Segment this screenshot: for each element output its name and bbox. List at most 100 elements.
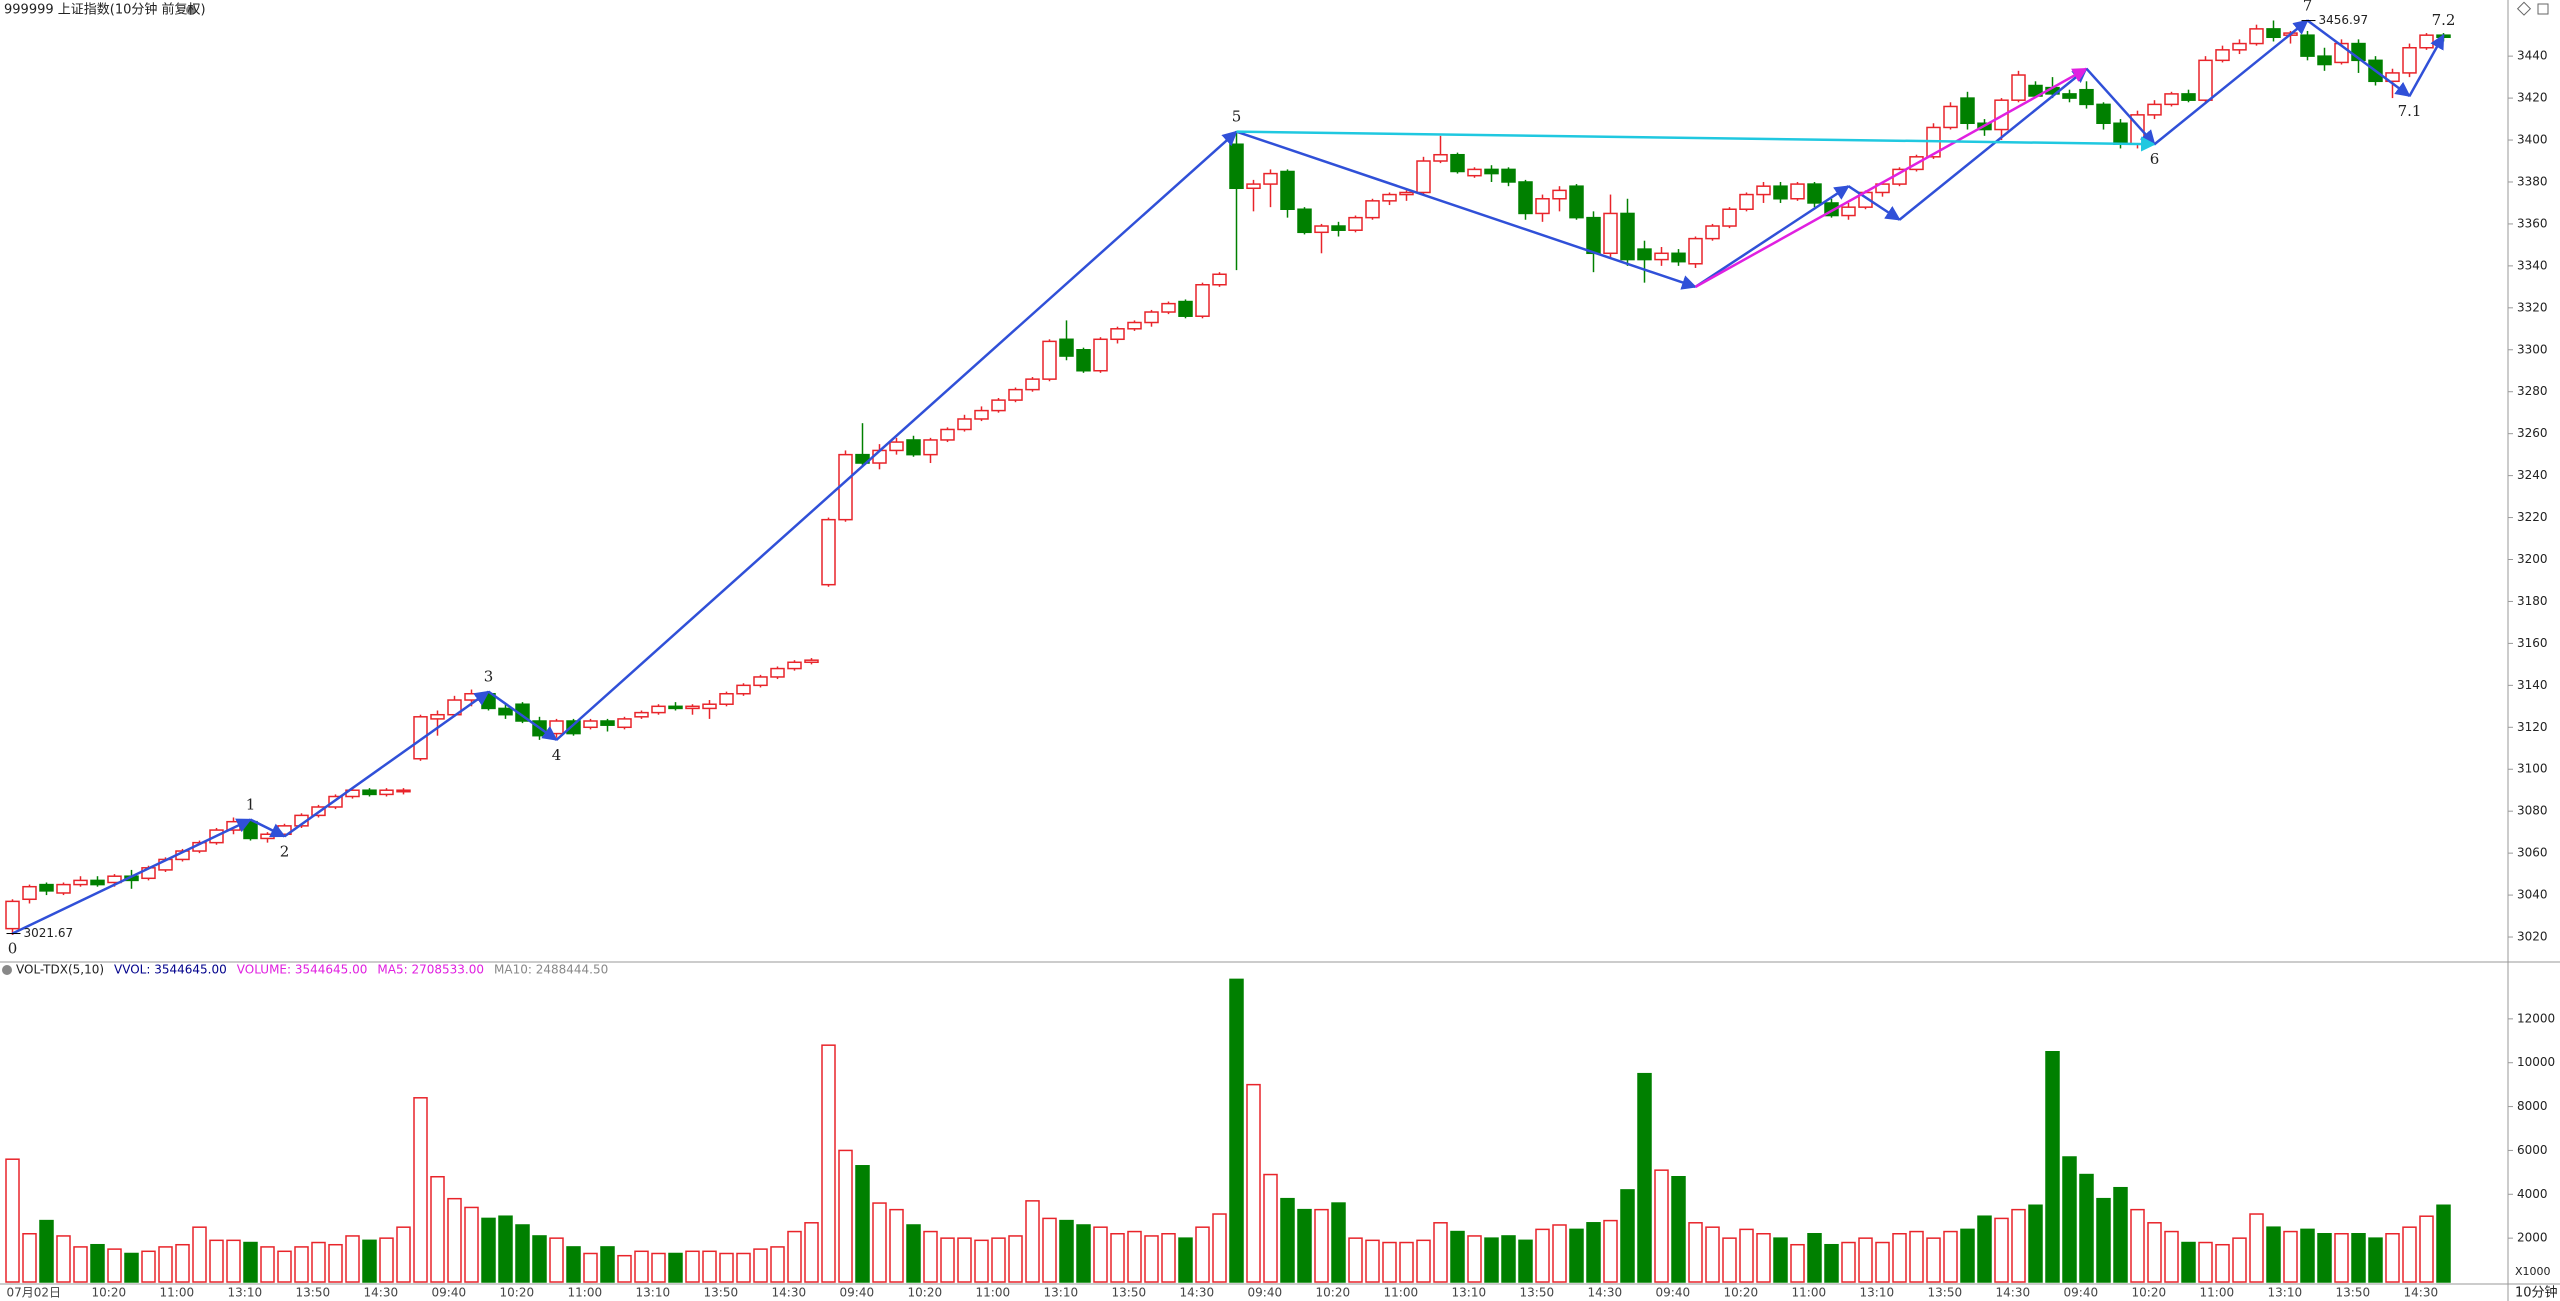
y-tick-label: 3320 (2517, 300, 2548, 314)
candle-body (957, 418, 972, 431)
y-tick-label: 3220 (2517, 510, 2548, 524)
volume-bar (1671, 1175, 1686, 1283)
y-tick-label: 3280 (2517, 384, 2548, 398)
candle-body (940, 428, 955, 441)
trend-arrow (249, 818, 286, 838)
y-tick-label: 3380 (2517, 174, 2548, 188)
volume-bar (2419, 1215, 2434, 1283)
volume-bar (1722, 1237, 1737, 1283)
trend-arrow (1694, 67, 2088, 288)
candle-body (1365, 200, 1380, 219)
volume-bar (1331, 1202, 1346, 1283)
volume-bar (651, 1252, 666, 1283)
volume-bar (1977, 1215, 1992, 1283)
volume-bar (260, 1246, 275, 1283)
candle-body (2096, 103, 2111, 125)
volume-bar (1025, 1200, 1040, 1283)
volume-bar (1467, 1235, 1482, 1283)
x-tick-label: 11:00 (1792, 1286, 1827, 1300)
volume-bar (923, 1230, 938, 1283)
candle-body (549, 720, 564, 735)
x-tick-label: 10:20 (500, 1286, 535, 1300)
volume-bar (787, 1230, 802, 1283)
candle-body (1671, 252, 1686, 263)
volume-bar (668, 1252, 683, 1283)
volume-bar (753, 1248, 768, 1283)
y-tick-label: 4000 (2517, 1187, 2548, 1201)
trend-arrow (2085, 67, 2156, 146)
candle-body (1943, 105, 1958, 129)
corner-icon[interactable] (2516, 1, 2532, 16)
volume-bar (1892, 1233, 1907, 1283)
volume-bar (1110, 1233, 1125, 1283)
volume-bar (719, 1252, 734, 1283)
trend-arrow (1236, 130, 1697, 290)
x-tick-label: 13:50 (296, 1286, 331, 1300)
volume-bar (1569, 1228, 1584, 1283)
candle-body (1569, 185, 1584, 219)
candle-body (923, 439, 938, 456)
volume-bar (1909, 1230, 1924, 1283)
candle-body (2079, 88, 2094, 106)
candle-body (1110, 328, 1125, 341)
trend-arrow (1847, 185, 1901, 221)
candle-body (260, 833, 275, 840)
indicator-icon[interactable] (2, 965, 12, 975)
unit-label: X1000 (2515, 1265, 2551, 1278)
x-tick-label: 11:00 (1384, 1286, 1419, 1300)
volume-bar (2079, 1173, 2094, 1283)
volume-bar (430, 1175, 445, 1283)
x-tick-label: 13:50 (1928, 1286, 1963, 1300)
candle-body (1586, 216, 1601, 255)
title-icon[interactable] (186, 5, 196, 15)
candle-body (1467, 168, 1482, 177)
volume-bar (549, 1237, 564, 1283)
candle-body (1178, 300, 1193, 317)
volume-bar (2368, 1237, 2383, 1283)
x-tick-label: 13:10 (2268, 1286, 2303, 1300)
volume-bar (277, 1250, 292, 1283)
candle-body (2011, 74, 2026, 101)
candle-body (821, 518, 836, 586)
volume-bar (1195, 1226, 1210, 1283)
x-tick-label: 14:30 (772, 1286, 807, 1300)
candle-body (1076, 349, 1091, 372)
x-tick-label: 14:30 (2404, 1286, 2439, 1300)
candle-body (2164, 93, 2179, 106)
volume-bar (855, 1165, 870, 1283)
volume-bar (2436, 1204, 2451, 1283)
volume-bar (294, 1246, 309, 1283)
x-tick-label: 11:00 (568, 1286, 603, 1300)
candle-body (1059, 338, 1074, 357)
corner-icon[interactable] (2537, 3, 2549, 15)
x-tick-label: 13:10 (1860, 1286, 1895, 1300)
candle-body (498, 707, 513, 716)
y-tick-label: 3040 (2517, 888, 2548, 902)
candle-body (753, 676, 768, 687)
trend-arrow (1236, 130, 2156, 152)
x-tick-label: 13:10 (228, 1286, 263, 1300)
candle-body (1705, 225, 1720, 240)
volume-bar (5, 1158, 20, 1283)
x-tick-label: 10:20 (2132, 1286, 2167, 1300)
wave-label: 7.2 (2432, 11, 2456, 29)
candle-body (2300, 34, 2315, 57)
volume-bar (1637, 1072, 1652, 1283)
volume-bar (957, 1237, 972, 1283)
volume-bar (413, 1097, 428, 1283)
candle-body (991, 399, 1006, 412)
volume-bar (2334, 1233, 2349, 1283)
candle-body (2419, 34, 2434, 49)
candle-body (39, 883, 54, 892)
volume-bar (1773, 1237, 1788, 1283)
candle-body (1739, 193, 1754, 210)
volume-bar (600, 1246, 615, 1283)
candle-body (1722, 208, 1737, 227)
volume-bar (1093, 1226, 1108, 1283)
volume-bar (1756, 1233, 1771, 1283)
candle-body (73, 879, 88, 886)
candle-body (1416, 160, 1431, 194)
candle-body (1807, 183, 1822, 204)
candle-body (2402, 47, 2417, 74)
candle-body (1399, 191, 1414, 196)
